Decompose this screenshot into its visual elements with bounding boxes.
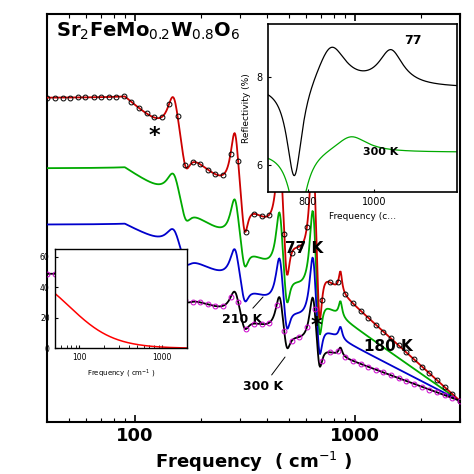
Text: 300 K: 300 K [243,357,285,393]
Text: 210 K: 210 K [222,297,263,326]
Text: *: * [311,316,322,336]
Text: 77: 77 [404,34,422,47]
Text: 300 K: 300 K [363,147,398,157]
Text: 77 K: 77 K [285,241,323,255]
X-axis label: Frequency ( cm$^{-1}$ ): Frequency ( cm$^{-1}$ ) [87,368,155,380]
Text: 180 K: 180 K [364,339,413,354]
Y-axis label: Reflectivity (%): Reflectivity (%) [242,73,251,143]
X-axis label: Frequency (c…: Frequency (c… [329,212,396,221]
Text: *: * [148,127,160,146]
Text: Sr$_2$FeMo$_{0.2}$W$_{0.8}$O$_6$: Sr$_2$FeMo$_{0.2}$W$_{0.8}$O$_6$ [55,20,240,42]
X-axis label: Frequency  ( cm$^{-1}$ ): Frequency ( cm$^{-1}$ ) [155,450,352,474]
